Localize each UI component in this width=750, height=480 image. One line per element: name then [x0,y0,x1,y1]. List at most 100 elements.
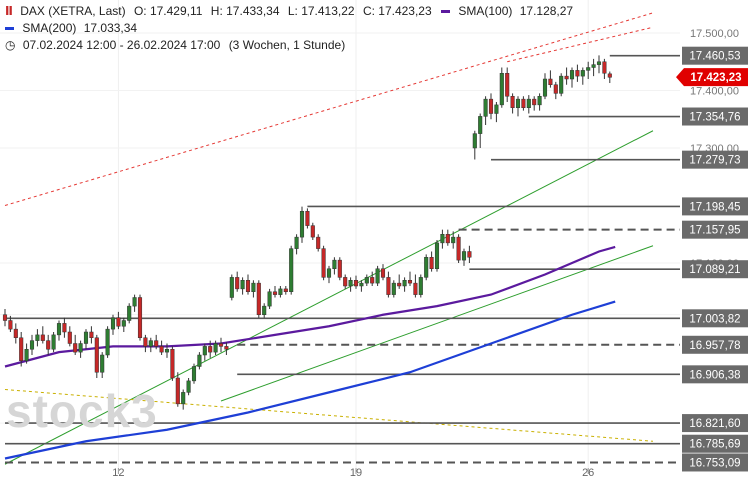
candle-body [40,334,45,341]
candle-body [289,248,294,292]
candle-body [218,343,224,347]
candle-body [202,346,207,356]
candle-body [478,116,483,134]
candle-body [181,392,186,405]
candle-body [434,242,440,269]
candle-body [537,96,542,106]
level-tag-label: 17.279,73 [689,155,740,167]
level-tag-label: 17.003,82 [689,313,740,325]
level-tag-label: 16.785,69 [689,439,740,451]
level-tag [682,453,748,472]
level-tag [682,365,748,384]
level-tag [682,309,748,328]
candle-body [602,61,607,74]
candle-body [143,337,148,347]
candle-body [548,78,553,85]
sma200-line [4,300,616,460]
candle-body [197,354,202,367]
candle-body [591,64,596,68]
legend-row-instrument: Ⅱ DAX (XETRA, Last) O: 17.429,11 H: 17.4… [5,3,573,20]
candle-body [272,291,278,295]
clock-icon: ◷ [5,38,16,52]
candle-body [397,282,402,287]
level-tag-label: 17.089,21 [689,264,740,276]
candle-body [348,280,353,287]
level-tag [682,335,748,354]
candle-body [559,75,564,94]
candle-body [191,366,197,382]
trendline-red [507,26,654,63]
candlestick-icon: Ⅱ [5,4,13,18]
candle-body [337,259,342,278]
legend-row-sma200: SMA(200) 17.033,34 [5,20,573,37]
candle-body [364,277,369,284]
candle-body [332,259,337,269]
level-tag [682,150,748,169]
candle-body [418,277,423,295]
candle-body [521,98,526,108]
candle-body [73,343,78,353]
candle-body [472,133,477,149]
candle-body [505,73,510,97]
level-tag-label: 16.957,78 [689,340,740,352]
candle-body [56,323,62,336]
candle-body [83,331,89,344]
candle-body [186,380,191,393]
candle-body [375,268,380,284]
candle-body [402,280,407,287]
level-tag-label: 17.354,76 [689,112,740,124]
sma100-swatch [441,10,450,14]
level-tag [682,220,748,239]
candle-body [278,288,283,295]
candle-body [148,340,153,347]
candle-body [2,314,8,321]
candle-body [310,225,315,238]
candle-body [245,280,251,292]
candle-body [94,337,99,373]
level-tag [682,434,748,453]
candle-body [51,334,56,350]
candle-body [110,317,116,330]
x-tick-label: 19 [350,467,362,479]
candle-body [29,340,35,350]
candle-body [359,282,364,287]
candle-body [343,277,348,287]
legend-row-range: ◷ 07.02.2024 12:00 - 26.02.2024 17:00 (3… [5,37,573,54]
current-price-label: 17.423,23 [690,72,741,84]
candle-body [451,236,456,244]
level-tag-label: 16.906,38 [689,369,740,381]
legend-period: (3 Wochen, 1 Stunde) [228,38,346,52]
candle-body [607,73,612,78]
candle-body [24,349,29,361]
candle-body [132,297,137,307]
candle-body [137,297,143,338]
candle-body [294,236,299,249]
candle-body [386,277,391,295]
legend-instrument: DAX (XETRA, Last) [20,4,126,18]
level-tag-label: 17.157,95 [689,225,740,237]
candle-body [515,98,521,108]
candle-body [467,251,472,258]
candle-body [353,280,359,287]
y-tick-label: 17.400,00 [690,86,739,98]
level-tag [682,414,748,433]
candle-body [321,248,326,278]
candle-body [46,340,51,350]
candle-body [445,234,450,244]
candle-body [175,377,180,405]
candle-body [262,305,267,315]
candle-body [154,340,159,347]
candle-body [456,236,461,261]
candle-body [429,257,434,269]
candle-body [251,282,256,292]
candle-body [67,331,72,344]
chart-legend: Ⅱ DAX (XETRA, Last) O: 17.429,11 H: 17.4… [5,3,573,54]
candle-body [510,96,515,108]
candle-body [532,98,537,106]
candle-body [235,277,240,290]
trendline-red [4,12,654,206]
legend-sma100-label: SMA(100) [458,4,513,18]
candle-body [13,328,18,338]
